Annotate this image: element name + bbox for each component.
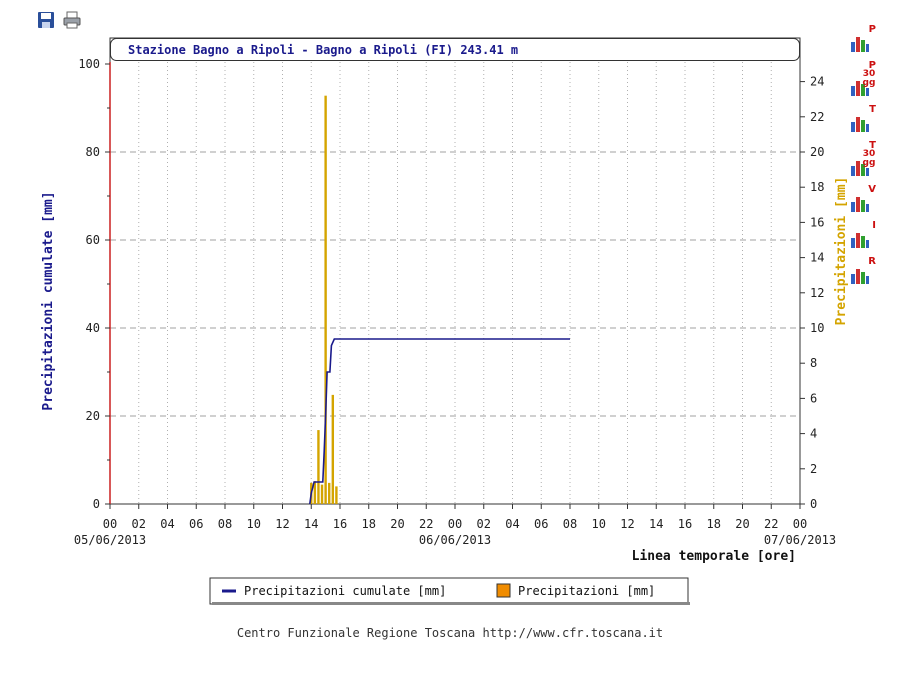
bar-chart-icon [851,161,869,176]
x-axis-tick-label: 10 [592,517,606,531]
side-icon-letter: T [869,104,876,115]
precip-bar [331,394,335,504]
precip-bar [328,482,331,504]
legend-shadow [212,602,690,605]
left-axis-tick-label: 60 [86,233,100,247]
bar-chart-icon [851,81,869,96]
legend: Precipitazioni cumulate [mm] Precipitazio… [209,577,690,605]
chart-icon-i[interactable]: I [848,220,878,250]
left-axis-tick-label: 40 [86,321,100,335]
bar-chart-icon [851,37,869,52]
side-icon-letter: R [868,256,876,267]
right-axis-tick-label: 4 [810,427,817,441]
x-axis-tick-label: 20 [735,517,749,531]
precip-bar [324,95,327,505]
chart-icon-p-30gg[interactable]: P 30 gg [848,60,878,98]
floppy-disk-icon[interactable] [36,10,56,30]
left-axis-tick-label: 80 [86,145,100,159]
side-icon-panel: P P 30 gg T T 30 gg V I R [848,24,882,294]
side-icon-sub: 30 gg [862,69,876,88]
x-axis-tick-label: 12 [275,517,289,531]
right-axis-tick-label: 0 [810,497,817,511]
right-axis-tick-label: 12 [810,286,824,300]
right-axis-tick-label: 24 [810,75,824,89]
right-axis-tick-label: 16 [810,215,824,229]
side-icon-letter: P [868,24,876,35]
x-axis-tick-label: 16 [678,517,692,531]
right-axis-tick-label: 8 [810,356,817,370]
x-axis-date-label: 05/06/2013 [74,533,146,547]
left-axis-tick-label: 20 [86,409,100,423]
title-box [110,38,800,61]
x-axis-tick-label: 14 [304,517,318,531]
x-axis-tick-label: 02 [132,517,146,531]
x-axis-tick-label: 08 [218,517,232,531]
bar-chart-icon [851,197,869,212]
bar-chart-icon [851,233,869,248]
x-axis-tick-label: 18 [362,517,376,531]
right-axis-tick-label: 18 [810,180,824,194]
side-icon-sub: 30 gg [862,149,876,168]
chart-icon-t[interactable]: T [848,104,878,134]
chart-icon-t-30gg[interactable]: T 30 gg [848,140,878,178]
bar-chart-icon [851,117,869,132]
precip-bar [317,430,320,504]
x-axis-tick-label: 04 [505,517,519,531]
precip-bar [320,484,324,504]
side-icon-letter: V [868,184,876,195]
cumulative-line [309,338,570,505]
legend-swatch-precip [496,583,511,598]
x-axis-tick-label: 12 [620,517,634,531]
legend-label-precip: Precipitazioni [mm] [518,584,655,598]
side-icon-letter: I [872,220,876,231]
x-axis-date-label: 07/06/2013 [764,533,836,547]
x-axis-tick-label: 20 [390,517,404,531]
side-icon-letter: T [869,140,876,151]
right-axis-tick-label: 6 [810,391,817,405]
chart-title: Stazione Bagno a Ripoli - Bagno a Ripoli… [128,43,518,57]
right-axis-tick-label: 10 [810,321,824,335]
right-axis-label: Precipitazioni [mm] [834,177,849,326]
legend-box [209,577,689,605]
x-axis-tick-label: 08 [563,517,577,531]
toolbar [36,10,82,30]
chart-icon-v[interactable]: V [848,184,878,214]
precip-bar [335,486,338,504]
x-axis-tick-label: 02 [477,517,491,531]
right-axis-tick-label: 14 [810,251,824,265]
right-axis-tick-label: 22 [810,110,824,124]
left-axis-tick-label: 100 [78,57,100,71]
x-axis-tick-label: 14 [649,517,663,531]
x-axis-tick-label: 16 [333,517,347,531]
right-axis-tick-label: 2 [810,462,817,476]
chart-icon-r[interactable]: R [848,256,878,286]
legend-label-cumulative: Precipitazioni cumulate [mm] [244,584,446,598]
x-axis-tick-label: 10 [247,517,261,531]
printer-icon[interactable] [62,10,82,30]
x-axis-tick-label: 22 [419,517,433,531]
x-axis-tick-label: 06 [534,517,548,531]
footer-credit: Centro Funzionale Regione Toscana http:/… [236,626,664,640]
x-axis-label: Linea temporale [ore] [632,549,796,564]
x-axis-tick-label: 00 [448,517,462,531]
left-axis-tick-label: 0 [93,497,100,511]
precip-bar [313,481,317,504]
left-axis-label: Precipitazioni cumulate [mm] [41,191,56,410]
x-axis-date-label: 06/06/2013 [419,533,491,547]
x-axis-tick-label: 06 [189,517,203,531]
side-icon-letter: P [868,60,876,71]
x-axis-tick-label: 18 [707,517,721,531]
bar-chart-icon [851,269,869,284]
x-axis-tick-label: 00 [793,517,807,531]
x-axis-tick-label: 00 [103,517,117,531]
x-axis-tick-label: 04 [160,517,174,531]
x-axis-tick-label: 22 [764,517,778,531]
right-axis-tick-label: 20 [810,145,824,159]
chart-icon-p[interactable]: P [848,24,878,54]
